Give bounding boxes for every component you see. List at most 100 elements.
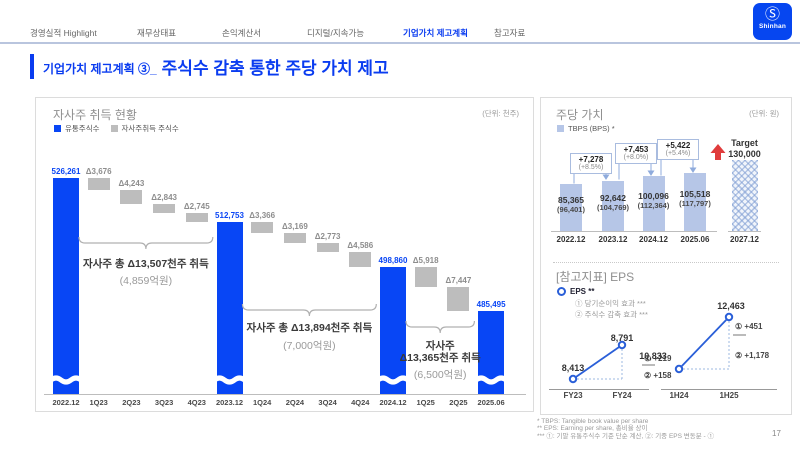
wf-annotation-line1: 자사주 총 Δ13,507천주 취득 — [83, 258, 209, 270]
waterfall-chart: 526,261 2022.12 Δ3,676 1Q23 Δ4,243 2Q23 Δ2,843… — [36, 98, 533, 411]
eps-value-label: 10,833 — [639, 351, 667, 361]
tbps-section-title: 주당 가치 — [556, 108, 604, 122]
wf-delta-label: Δ2,843 — [151, 192, 177, 202]
tbps-value-label: 105,518 — [679, 189, 711, 199]
eps-chart: 8,413 8,791 ① +219 ② +158 FY23 FY24 10,833 12,4… — [541, 98, 791, 414]
tbps-delta-pct: (+8.5%) — [578, 164, 604, 171]
tbps-delta-box: +7,453 (+8.0%) — [615, 143, 657, 164]
wf-delta-label: Δ3,366 — [249, 211, 276, 221]
tbps-x-label: 2023.12 — [598, 235, 628, 244]
nav-tab-3[interactable]: 손익계산서 — [222, 28, 262, 38]
wf-bar-1Q23 — [87, 178, 110, 190]
wf-x-label: 1Q24 — [253, 398, 272, 407]
tbps-x-label: 2024.12 — [639, 235, 668, 244]
wf-x-axis — [44, 394, 526, 395]
title-prefix: 기업가치 제고계획 ③_ — [43, 62, 157, 76]
wf-x-label: 2023.12 — [215, 398, 244, 407]
buyback-legend-label-2: 자사주취득 주식수 — [121, 124, 179, 133]
tbps-value-label: 100,096 — [638, 191, 669, 201]
tbps-bar-2022.12 — [560, 184, 582, 231]
tbps-delta-pct: (+8.0%) — [623, 154, 649, 161]
wf-x-label: 2Q23 — [122, 398, 141, 407]
wf-bar-4Q23 — [185, 213, 208, 223]
eps-value-label: 8,413 — [561, 363, 585, 373]
tbps-legend-swatch — [557, 125, 564, 132]
wf-x-label: 4Q24 — [351, 398, 370, 407]
title-accent-bar — [30, 54, 34, 79]
wf-x-label: 2022.12 — [52, 398, 80, 407]
buyback-legend-label-1: 유통주식수 — [65, 124, 100, 133]
tbps-section-unit: (단위: 원) — [749, 109, 779, 118]
tbps-legend: TBPS (BPS) * — [557, 124, 615, 133]
wf-bar-4Q24 — [349, 252, 372, 268]
tbps-target-axis — [728, 231, 761, 232]
eps-x-label: 1H24 — [669, 391, 689, 400]
tbps-delta-value: +7,278 — [578, 155, 604, 164]
footnote-tbps: * TBPS: Tangible book value per share — [537, 418, 649, 425]
tbps-bar-2025.06 — [684, 173, 706, 231]
nav-tab-6[interactable]: 참고자료 — [494, 28, 526, 38]
waterfall-overlay — [49, 236, 508, 385]
eps-effect-label: ① +451 — [735, 322, 763, 331]
wf-bar-1Q24 — [251, 222, 274, 234]
eps-effect-label: ① +219 — [644, 354, 672, 363]
wf-delta-label: Δ4,586 — [347, 241, 374, 251]
wf-x-label: 4Q23 — [187, 398, 206, 407]
eps-legend-label: EPS ** — [570, 287, 595, 296]
eps-x-axis — [661, 389, 777, 390]
wf-bar-2023.12 — [216, 222, 243, 394]
wf-delta-label: Δ3,676 — [85, 167, 112, 176]
nav-tab-4[interactable]: 디지털/지속가능 — [307, 28, 365, 38]
wf-bar-2Q24 — [283, 233, 306, 244]
tbps-delta-value: +5,422 — [665, 141, 691, 150]
eps-effect-label: ② +158 — [644, 371, 672, 380]
footnote-eps: ** EPS: Earning per share, 총비율 상이 — [537, 425, 648, 433]
wf-x-label: 2Q24 — [285, 398, 305, 407]
eps-overlay — [568, 312, 746, 384]
shinhan-logo-icon: Ⓢ — [764, 6, 780, 23]
eps-legend-marker-icon — [557, 287, 566, 296]
wf-bar-3Q24 — [316, 243, 339, 253]
tbps-delta-value: +7,453 — [623, 145, 649, 154]
wf-x-label: 2024.12 — [379, 398, 407, 407]
wf-delta-label: Δ2,745 — [183, 202, 210, 212]
tbps-bar-2024.12 — [642, 176, 665, 231]
wf-annotation-sub: (6,500억원) — [413, 369, 467, 381]
tbps-x-axis — [551, 231, 717, 232]
title-main: 주식수 감축 통한 주당 가치 제고 — [161, 59, 389, 78]
wf-bar-3Q23 — [153, 203, 176, 214]
wf-delta-label: Δ3,169 — [282, 222, 308, 232]
eps-x-axis — [549, 389, 649, 390]
eps-value-label: 8,791 — [610, 333, 634, 343]
wf-x-label: 1Q25 — [416, 398, 435, 407]
tbps-overlay — [573, 144, 726, 184]
wf-bar-2Q25 — [447, 286, 470, 311]
wf-annotation-line1: 자사주 — [425, 340, 455, 352]
eps-section-title: [참고지표] EPS — [556, 270, 635, 284]
wf-delta-label: Δ4,243 — [118, 178, 145, 188]
wf-x-label: 2Q25 — [449, 398, 468, 407]
per-share-panel: 주당 가치 (단위: 원) TBPS (BPS) * 85,365 (96,401… — [540, 97, 792, 415]
wf-x-label: 2025.06 — [477, 398, 505, 407]
buyback-panel-title: 자사주 취득 현황 — [53, 108, 137, 122]
wf-annotation-sub: (7,000억원) — [283, 340, 336, 352]
eps-legend: EPS ** — [557, 287, 594, 296]
bps-value-label: (96,401) — [557, 205, 585, 214]
slide-title: 기업가치 제고계획 ③_ 주식수 감축 통한 주당 가치 제고 — [30, 54, 389, 79]
buyback-legend: 유통주식수 자사주취득 주식수 — [54, 123, 186, 134]
page-number: 17 — [772, 429, 781, 438]
tbps-delta-pct: (+5.4%) — [665, 150, 691, 157]
tbps-x-label: 2027.12 — [730, 235, 759, 244]
wf-delta-label: Δ5,918 — [412, 256, 439, 266]
nav-tab-5[interactable]: 기업가치 제고계획 — [403, 28, 468, 38]
eps-note-1: ① 당기순이익 효과 *** — [575, 299, 646, 308]
wf-annotation-line1: 자사주 총 Δ13,894천주 취득 — [246, 322, 373, 334]
wf-bar-1Q25 — [414, 267, 437, 287]
nav-tab-2[interactable]: 재무상태표 — [137, 28, 177, 38]
top-nav: 경영실적 Highlight 재무상태표 손익계산서 디지털/지속가능 기업가치 제고계… — [0, 0, 800, 44]
tbps-delta-box: +5,422 (+5.4%) — [657, 139, 699, 160]
wf-annotation-line2: Δ13,365천주 취득 — [399, 352, 481, 364]
wf-total-label: 498,860 — [378, 256, 408, 266]
nav-tab-1[interactable]: 경영실적 Highlight — [30, 28, 97, 38]
